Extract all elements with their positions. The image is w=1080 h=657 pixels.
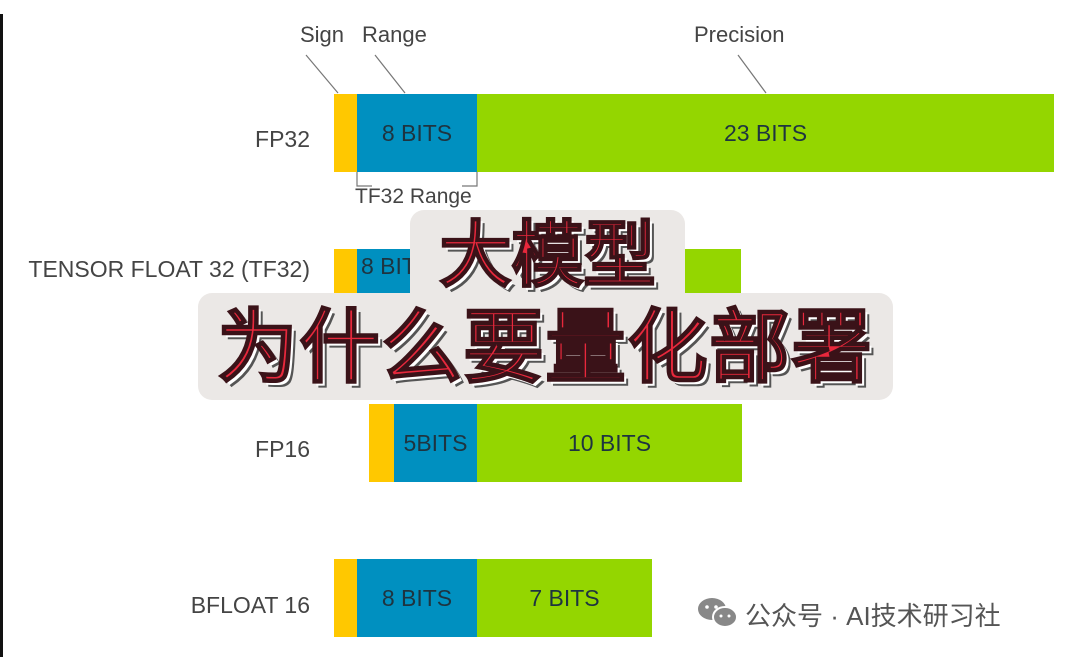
- fp32-sign-segment: [334, 94, 357, 172]
- overlay-title-line2: 为什么要量化部署: [217, 301, 874, 395]
- fp32-range-segment: 8 BITS: [357, 94, 477, 172]
- fp16-sign-segment: [369, 404, 394, 482]
- precision-header: Precision: [694, 22, 785, 47]
- bf16-sign-segment: [334, 559, 357, 637]
- left-edge-bar: [0, 14, 3, 657]
- format-label-fp16: FP16: [255, 436, 310, 462]
- format-label-fp32: FP32: [255, 126, 310, 152]
- wechat-icon: [698, 598, 738, 628]
- fp32-precision-segment: 23 BITS: [477, 94, 1054, 172]
- overlay-title-line1: 大模型: [438, 213, 656, 297]
- fp16-precision-segment: 10 BITS: [477, 404, 742, 482]
- fp16-range-segment: 5BITS: [394, 404, 477, 482]
- range-header: Range: [362, 22, 427, 47]
- format-label-tf32: TENSOR FLOAT 32 (TF32): [28, 256, 310, 282]
- format-label-bfloat16: BFLOAT 16: [190, 592, 310, 618]
- title-overlay-box-2: [198, 293, 893, 400]
- bf16-range-segment: 8 BITS: [357, 559, 477, 637]
- watermark-text: 公众号 · AI技术研习社: [745, 601, 1001, 631]
- tf32-range-label: TF32 Range: [355, 185, 472, 208]
- title-overlay-box-1: [410, 210, 685, 307]
- bf16-precision-segment: 7 BITS: [477, 559, 652, 637]
- sign-header: Sign: [300, 22, 345, 47]
